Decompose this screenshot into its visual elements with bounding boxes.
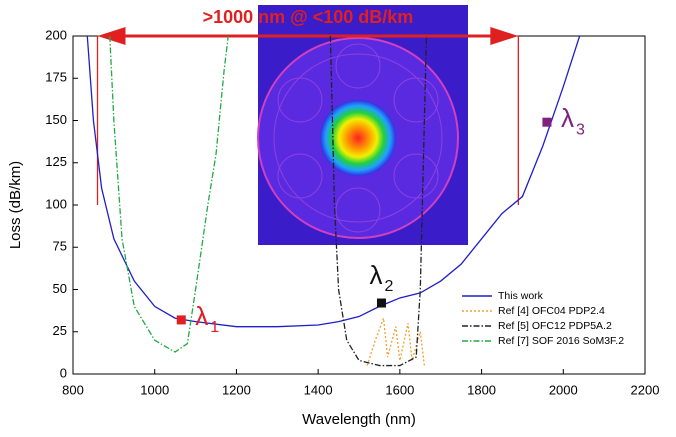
y-tick-label: 50 — [53, 281, 67, 296]
y-tick-label: 100 — [45, 196, 67, 211]
x-tick-label: 1800 — [467, 382, 496, 397]
legend-label: Ref [7] SOF 2016 SoM3F.2 — [498, 335, 624, 347]
chart: Wavelength (nm) Loss (dB/km) 80010001200… — [0, 0, 676, 432]
x-tick-label: 2200 — [631, 382, 660, 397]
legend-label: Ref [4] OFC04 PDP2.4 — [498, 305, 605, 317]
marker — [542, 118, 551, 127]
legend-label: This work — [498, 290, 544, 302]
y-tick-label: 200 — [45, 27, 67, 42]
y-tick-label: 0 — [60, 365, 67, 380]
range-arrowhead — [98, 27, 126, 45]
y-tick-label: 25 — [53, 323, 67, 338]
x-tick-label: 1000 — [140, 382, 169, 397]
marker-subscript: 2 — [384, 278, 393, 295]
x-tick-label: 1200 — [222, 382, 251, 397]
x-tick-label: 1600 — [385, 382, 414, 397]
marker-subscript: 1 — [210, 319, 219, 336]
marker — [177, 315, 186, 324]
y-axis-label: Loss (dB/km) — [7, 161, 24, 249]
y-tick-label: 175 — [45, 70, 67, 85]
y-tick-label: 150 — [45, 112, 67, 127]
legend-label: Ref [5] OFC12 PDP5A.2 — [498, 320, 612, 332]
marker-label: λ — [561, 103, 574, 133]
marker-subscript: 3 — [576, 121, 585, 138]
x-tick-label: 1400 — [304, 382, 333, 397]
marker-label: λ — [369, 260, 382, 290]
inset-image — [258, 5, 468, 245]
series-line — [110, 36, 228, 352]
x-tick-label: 2000 — [549, 382, 578, 397]
y-tick-label: 125 — [45, 154, 67, 169]
x-axis-label: Wavelength (nm) — [302, 411, 416, 428]
marker — [377, 299, 386, 308]
x-tick-label: 800 — [62, 382, 84, 397]
series-line — [367, 318, 424, 365]
y-tick-label: 75 — [53, 239, 67, 254]
range-label: >1000 nm @ <100 dB/km — [203, 7, 414, 27]
range-arrowhead — [490, 27, 518, 45]
marker-label: λ — [195, 301, 208, 331]
